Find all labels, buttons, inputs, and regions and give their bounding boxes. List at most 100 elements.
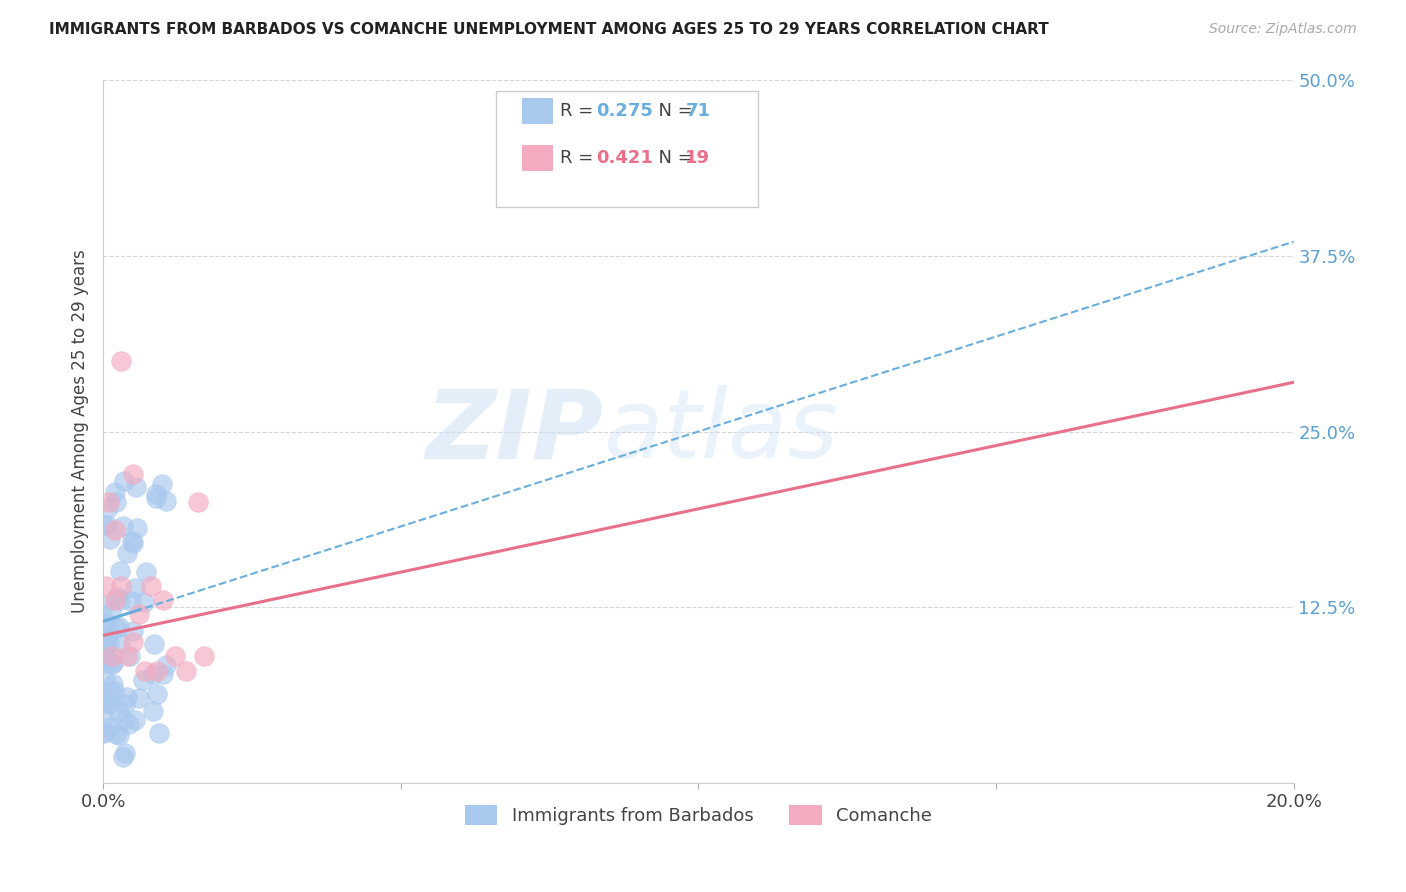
Point	[115, 546, 138, 560]
Point	[142, 666, 165, 681]
Point	[96, 649, 118, 664]
Point	[127, 521, 149, 535]
Point	[104, 593, 127, 607]
Point	[94, 673, 117, 687]
Point	[98, 636, 121, 650]
Point	[193, 649, 215, 664]
Point	[108, 705, 131, 719]
Point	[110, 579, 132, 593]
Text: 19: 19	[685, 149, 710, 167]
Point	[114, 697, 136, 711]
Point	[145, 491, 167, 506]
Point	[112, 475, 135, 489]
Point	[101, 649, 124, 664]
Point	[121, 533, 143, 548]
Point	[146, 687, 169, 701]
Point	[120, 594, 142, 608]
Point	[93, 518, 115, 533]
Point	[112, 714, 135, 728]
Point	[94, 579, 117, 593]
Point	[132, 673, 155, 687]
Point	[148, 726, 170, 740]
Text: N =: N =	[647, 102, 699, 120]
Point	[108, 593, 131, 607]
Point	[105, 495, 128, 509]
Point	[155, 658, 177, 673]
Point	[100, 605, 122, 619]
Point	[98, 495, 121, 509]
Point	[124, 582, 146, 596]
Point	[128, 690, 150, 705]
Point	[104, 485, 127, 500]
Point	[163, 649, 186, 664]
Point	[111, 749, 134, 764]
FancyBboxPatch shape	[496, 90, 758, 207]
Point	[108, 564, 131, 578]
Point	[115, 690, 138, 704]
Text: IMMIGRANTS FROM BARBADOS VS COMANCHE UNEMPLOYMENT AMONG AGES 25 TO 29 YEARS CORR: IMMIGRANTS FROM BARBADOS VS COMANCHE UNE…	[49, 22, 1049, 37]
Point	[98, 684, 121, 698]
Point	[124, 714, 146, 728]
Text: 0.421: 0.421	[596, 149, 652, 167]
Point	[122, 467, 145, 481]
Point	[150, 476, 173, 491]
Point	[96, 640, 118, 654]
Point	[93, 598, 115, 612]
FancyBboxPatch shape	[522, 97, 553, 124]
Point	[111, 519, 134, 533]
Point	[93, 725, 115, 739]
Point	[93, 711, 115, 725]
Point	[142, 705, 165, 719]
Point	[94, 690, 117, 705]
Text: R =: R =	[560, 149, 599, 167]
Point	[155, 494, 177, 508]
Point	[114, 746, 136, 760]
Y-axis label: Unemployment Among Ages 25 to 29 years: Unemployment Among Ages 25 to 29 years	[72, 250, 89, 614]
Point	[145, 664, 167, 678]
Point	[128, 607, 150, 622]
Point	[96, 518, 118, 533]
Text: atlas: atlas	[603, 385, 838, 478]
Point	[98, 532, 121, 546]
Point	[100, 657, 122, 671]
Point	[108, 636, 131, 650]
Text: Source: ZipAtlas.com: Source: ZipAtlas.com	[1209, 22, 1357, 37]
Point	[103, 677, 125, 691]
Point	[96, 697, 118, 711]
Point	[134, 664, 156, 678]
Legend: Immigrants from Barbados, Comanche: Immigrants from Barbados, Comanche	[456, 796, 941, 834]
Point	[121, 624, 143, 639]
Point	[108, 728, 131, 742]
Point	[108, 620, 131, 634]
Point	[122, 635, 145, 649]
Point	[152, 667, 174, 681]
Point	[105, 621, 128, 635]
Point	[135, 565, 157, 579]
Point	[103, 684, 125, 698]
Point	[105, 727, 128, 741]
Point	[93, 726, 115, 740]
Point	[94, 651, 117, 665]
Point	[96, 656, 118, 670]
Point	[143, 637, 166, 651]
Point	[187, 495, 209, 509]
Point	[96, 630, 118, 644]
Point	[98, 720, 121, 734]
Point	[97, 501, 120, 516]
Point	[115, 649, 138, 664]
Point	[118, 716, 141, 731]
Text: N =: N =	[647, 149, 699, 167]
Text: 0.275: 0.275	[596, 102, 652, 120]
Point	[152, 593, 174, 607]
FancyBboxPatch shape	[522, 145, 553, 171]
Text: 71: 71	[685, 102, 710, 120]
Point	[139, 579, 162, 593]
Text: ZIP: ZIP	[425, 385, 603, 478]
Point	[145, 487, 167, 501]
Point	[105, 590, 128, 604]
Point	[96, 615, 118, 630]
Point	[103, 657, 125, 671]
Point	[98, 697, 121, 711]
Point	[118, 648, 141, 663]
Point	[96, 620, 118, 634]
